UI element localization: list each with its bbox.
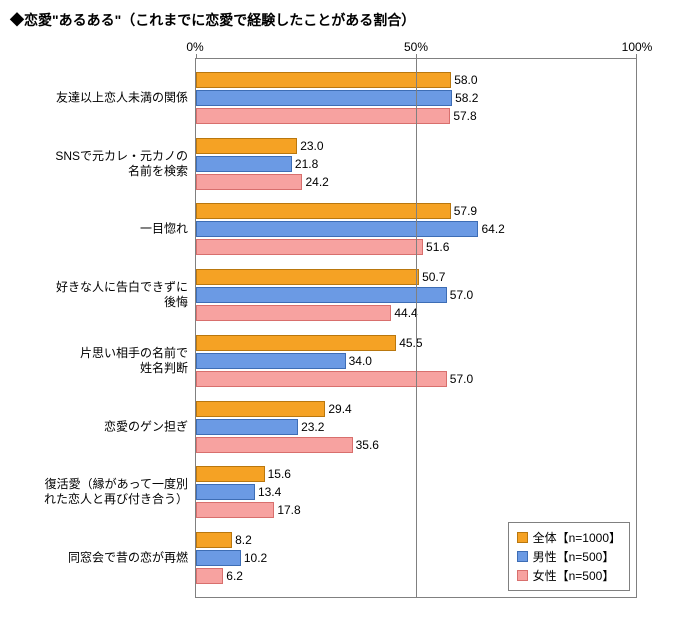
bar: 23.2 bbox=[196, 419, 298, 435]
category-label: 同窓会で昔の恋が再燃 bbox=[13, 551, 188, 566]
bar: 57.9 bbox=[196, 203, 451, 219]
legend-swatch bbox=[517, 570, 528, 581]
category-label: 友達以上恋人未満の関係 bbox=[13, 90, 188, 105]
bar: 34.0 bbox=[196, 353, 346, 369]
bar-value: 23.2 bbox=[301, 420, 324, 434]
legend-item: 男性【n=500】 bbox=[517, 548, 621, 565]
legend-swatch bbox=[517, 551, 528, 562]
bar-value: 17.8 bbox=[277, 503, 300, 517]
x-tick-label: 100% bbox=[622, 40, 653, 54]
legend-label: 女性【n=500】 bbox=[533, 567, 615, 584]
bar-value: 35.6 bbox=[356, 438, 379, 452]
category-label: 復活愛（縁があって一度別れた恋人と再び付き合う） bbox=[13, 477, 188, 507]
legend-label: 男性【n=500】 bbox=[533, 548, 615, 565]
bar: 51.6 bbox=[196, 239, 423, 255]
bar: 58.2 bbox=[196, 90, 452, 106]
legend: 全体【n=1000】男性【n=500】女性【n=500】 bbox=[508, 522, 630, 591]
bar: 57.8 bbox=[196, 108, 450, 124]
bar-value: 57.8 bbox=[453, 109, 476, 123]
bar: 64.2 bbox=[196, 221, 478, 237]
bar: 6.2 bbox=[196, 568, 223, 584]
bar: 35.6 bbox=[196, 437, 353, 453]
bar-value: 64.2 bbox=[481, 222, 504, 236]
bar: 17.8 bbox=[196, 502, 274, 518]
bar-value: 45.5 bbox=[399, 336, 422, 350]
chart-title: ◆恋愛"あるある"（これまでに恋愛で経験したことがある割合） bbox=[10, 10, 672, 30]
legend-label: 全体【n=1000】 bbox=[533, 529, 621, 546]
bar: 23.0 bbox=[196, 138, 297, 154]
bar: 15.6 bbox=[196, 466, 265, 482]
bar: 58.0 bbox=[196, 72, 451, 88]
bar: 21.8 bbox=[196, 156, 292, 172]
bar: 50.7 bbox=[196, 269, 419, 285]
bar: 13.4 bbox=[196, 484, 255, 500]
x-tick bbox=[196, 54, 197, 59]
bar: 29.4 bbox=[196, 401, 325, 417]
plot-area: 友達以上恋人未満の関係58.058.257.8SNSで元カレ・元カノの名前を検索… bbox=[195, 58, 637, 598]
bar-value: 13.4 bbox=[258, 485, 281, 499]
bar-value: 57.9 bbox=[454, 204, 477, 218]
legend-item: 女性【n=500】 bbox=[517, 567, 621, 584]
bar-value: 58.0 bbox=[454, 73, 477, 87]
legend-swatch bbox=[517, 532, 528, 543]
bar: 10.2 bbox=[196, 550, 241, 566]
bar-value: 51.6 bbox=[426, 240, 449, 254]
bar: 57.0 bbox=[196, 287, 447, 303]
category-label: 好きな人に告白できずに後悔 bbox=[13, 280, 188, 310]
category-label: 恋愛のゲン担ぎ bbox=[13, 419, 188, 434]
bar-value: 10.2 bbox=[244, 551, 267, 565]
x-tick-label: 0% bbox=[186, 40, 203, 54]
bar: 57.0 bbox=[196, 371, 447, 387]
bar-value: 58.2 bbox=[455, 91, 478, 105]
category-label: SNSで元カレ・元カノの名前を検索 bbox=[13, 149, 188, 179]
x-tick-label: 50% bbox=[404, 40, 428, 54]
bar-value: 57.0 bbox=[450, 288, 473, 302]
legend-item: 全体【n=1000】 bbox=[517, 529, 621, 546]
bar-value: 24.2 bbox=[305, 175, 328, 189]
chart-container: 0%50%100% 友達以上恋人未満の関係58.058.257.8SNSで元カレ… bbox=[195, 40, 637, 598]
bar-value: 21.8 bbox=[295, 157, 318, 171]
category-label: 片思い相手の名前で姓名判断 bbox=[13, 346, 188, 376]
bar-value: 6.2 bbox=[226, 569, 243, 583]
bar-value: 23.0 bbox=[300, 139, 323, 153]
bar-value: 29.4 bbox=[328, 402, 351, 416]
gridline bbox=[416, 59, 417, 597]
bar: 45.5 bbox=[196, 335, 396, 351]
bar-value: 15.6 bbox=[268, 467, 291, 481]
x-tick bbox=[636, 54, 637, 59]
bar-value: 8.2 bbox=[235, 533, 252, 547]
category-label: 一目惚れ bbox=[13, 222, 188, 237]
bar: 8.2 bbox=[196, 532, 232, 548]
bar: 44.4 bbox=[196, 305, 391, 321]
bar-value: 57.0 bbox=[450, 372, 473, 386]
bar: 24.2 bbox=[196, 174, 302, 190]
bar-value: 34.0 bbox=[349, 354, 372, 368]
bar-value: 44.4 bbox=[394, 306, 417, 320]
bar-value: 50.7 bbox=[422, 270, 445, 284]
